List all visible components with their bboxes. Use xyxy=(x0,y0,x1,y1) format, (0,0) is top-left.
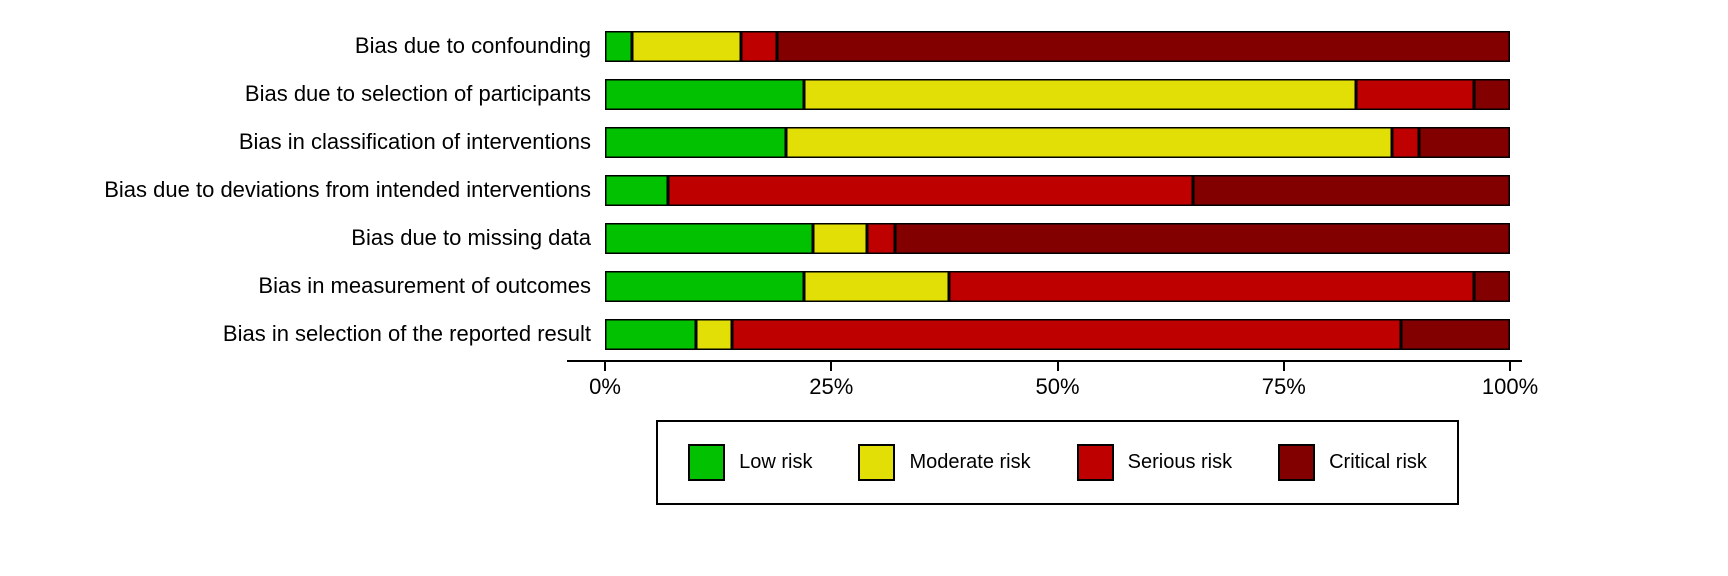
chart-row: Bias in classification of interventions xyxy=(0,118,1728,166)
segment-serious-risk xyxy=(668,174,1194,206)
segment-low-risk xyxy=(605,270,805,302)
legend-label: Low risk xyxy=(739,451,813,473)
chart-row: Bias due to missing data xyxy=(0,214,1728,262)
segment-critical-risk xyxy=(1419,126,1510,158)
bar-area xyxy=(605,78,1510,110)
axis-tick xyxy=(1056,362,1059,371)
legend-swatch-critical-risk xyxy=(1278,444,1316,481)
segment-moderate-risk xyxy=(786,126,1393,158)
segment-serious-risk xyxy=(740,30,777,62)
chart-row: Bias due to selection of participants xyxy=(0,70,1728,118)
legend-spacer xyxy=(0,420,605,505)
bar-area xyxy=(605,174,1510,206)
axis-tick-label: 0% xyxy=(589,374,621,399)
segment-critical-risk xyxy=(1473,270,1510,302)
segment-moderate-risk xyxy=(695,318,732,350)
category-label: Bias due to selection of participants xyxy=(244,80,591,106)
chart-row: Bias due to deviations from intended int… xyxy=(0,166,1728,214)
category-label: Bias due to confounding xyxy=(354,32,591,58)
legend-box: Low risk Moderate risk Serious risk Critica… xyxy=(656,420,1459,505)
stacked-bar xyxy=(605,270,1510,302)
stacked-bar xyxy=(605,30,1510,62)
segment-moderate-risk xyxy=(813,222,868,254)
axis-tick xyxy=(604,362,606,371)
segment-critical-risk xyxy=(894,222,1510,254)
legend: Low risk Moderate risk Serious risk Critica… xyxy=(0,420,1728,505)
legend-swatch-low-risk xyxy=(688,444,726,481)
segment-low-risk xyxy=(605,222,814,254)
bar-area xyxy=(605,126,1510,158)
bar-area xyxy=(605,222,1510,254)
segment-critical-risk xyxy=(1193,174,1510,206)
segment-moderate-risk xyxy=(804,78,1357,110)
axis-tick xyxy=(830,362,833,371)
stacked-bar xyxy=(605,78,1510,110)
category-label: Bias due to missing data xyxy=(351,224,591,250)
axis-tick-label: 50% xyxy=(1035,374,1080,399)
category-label: Bias in selection of the reported result xyxy=(222,320,591,346)
category-label: Bias in measurement of outcomes xyxy=(258,272,591,298)
segment-low-risk xyxy=(605,174,669,206)
segment-serious-risk xyxy=(867,222,895,254)
segment-critical-risk xyxy=(1401,318,1510,350)
legend-item-moderate-risk: Moderate risk xyxy=(858,444,1031,481)
axis-spacer xyxy=(0,360,605,406)
legend-label: Moderate risk xyxy=(909,451,1031,473)
axis-tick-label: 25% xyxy=(809,374,854,399)
legend-item-critical-risk: Critical risk xyxy=(1278,444,1427,481)
legend-swatch-moderate-risk xyxy=(858,444,896,481)
legend-area: Low risk Moderate risk Serious risk Critica… xyxy=(605,420,1510,505)
segment-serious-risk xyxy=(731,318,1402,350)
segment-serious-risk xyxy=(948,270,1474,302)
stacked-bar xyxy=(605,126,1510,158)
axis-tick xyxy=(1509,362,1511,371)
axis-tick-label: 100% xyxy=(1481,374,1539,399)
x-axis-line xyxy=(567,360,1522,362)
chart-row: Bias due to confounding xyxy=(0,22,1728,70)
segment-serious-risk xyxy=(1392,126,1420,158)
segment-low-risk xyxy=(605,318,696,350)
legend-label: Critical risk xyxy=(1329,451,1427,473)
legend-item-serious-risk: Serious risk xyxy=(1076,444,1233,481)
x-axis: 0% 25% 50% 75% 100% xyxy=(0,360,1728,406)
segment-moderate-risk xyxy=(804,270,949,302)
category-label: Bias in classification of interventions xyxy=(238,128,591,154)
bar-area xyxy=(605,318,1510,350)
axis-tick xyxy=(1282,362,1285,371)
bar-area xyxy=(605,30,1510,62)
stacked-bar xyxy=(605,174,1510,206)
chart-rows: Bias due to confounding Bias due to selec… xyxy=(0,22,1728,358)
chart-row: Bias in measurement of outcomes xyxy=(0,262,1728,310)
stacked-bar xyxy=(605,318,1510,350)
segment-critical-risk xyxy=(776,30,1510,62)
category-label: Bias due to deviations from intended int… xyxy=(104,176,591,202)
bar-area xyxy=(605,270,1510,302)
stacked-bar xyxy=(605,222,1510,254)
chart-row: Bias in selection of the reported result xyxy=(0,310,1728,358)
segment-moderate-risk xyxy=(632,30,741,62)
legend-label: Serious risk xyxy=(1127,451,1233,473)
segment-low-risk xyxy=(605,78,805,110)
segment-low-risk xyxy=(605,30,633,62)
legend-item-low-risk: Low risk xyxy=(688,444,812,481)
segment-serious-risk xyxy=(1356,78,1474,110)
risk-of-bias-chart: Bias due to confounding Bias due to selec… xyxy=(0,22,1728,505)
segment-low-risk xyxy=(605,126,786,158)
axis-tick-label: 75% xyxy=(1261,374,1306,399)
legend-swatch-serious-risk xyxy=(1076,444,1114,481)
segment-critical-risk xyxy=(1473,78,1510,110)
axis-area: 0% 25% 50% 75% 100% xyxy=(567,360,1538,406)
